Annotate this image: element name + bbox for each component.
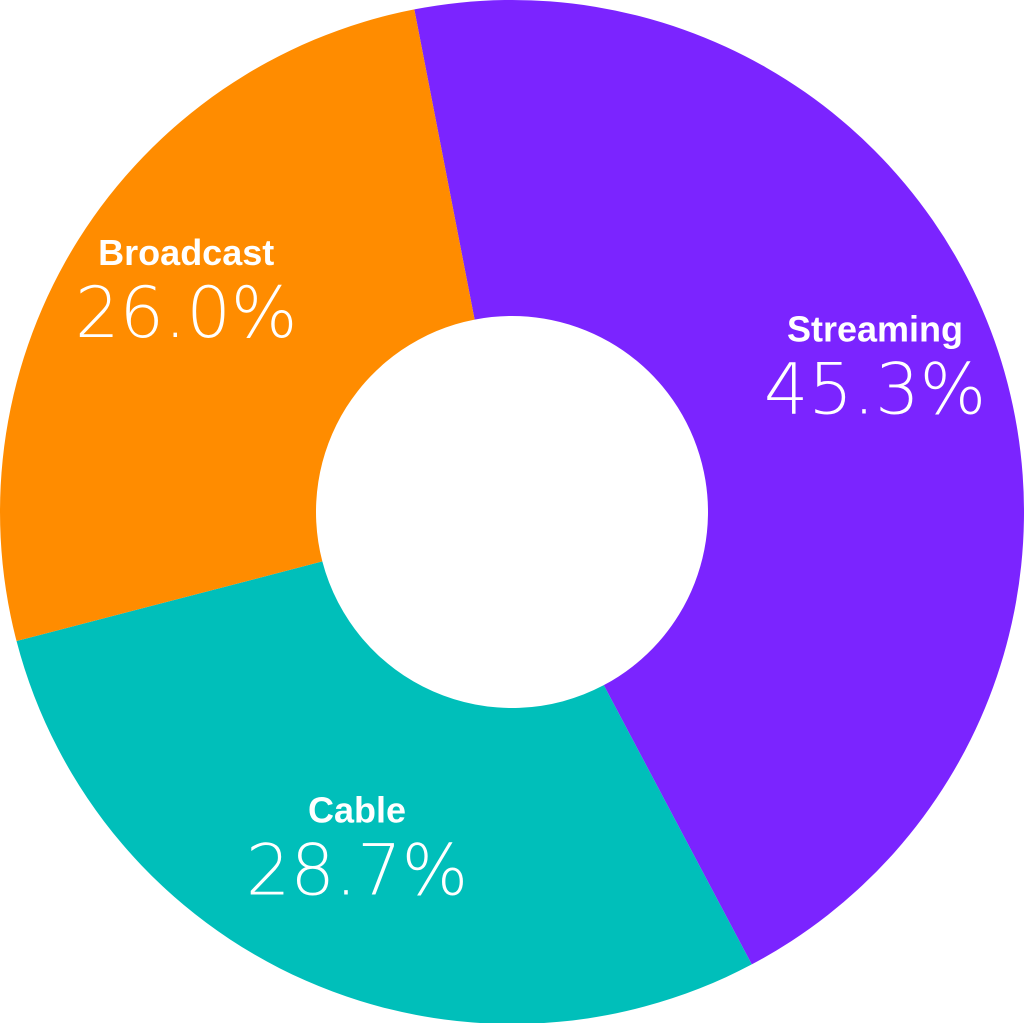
slice-broadcast — [0, 9, 475, 642]
slice-label-streaming: Streaming — [787, 309, 963, 350]
slice-label-cable: Cable — [308, 789, 406, 830]
slice-cable — [16, 561, 752, 1023]
slice-label-broadcast: Broadcast — [98, 232, 274, 273]
slice-value-cable: 28.7% — [246, 829, 468, 911]
slice-value-broadcast: 26.0% — [75, 272, 297, 354]
slice-value-streaming: 45.3% — [764, 349, 986, 431]
slice-streaming — [414, 0, 1024, 965]
